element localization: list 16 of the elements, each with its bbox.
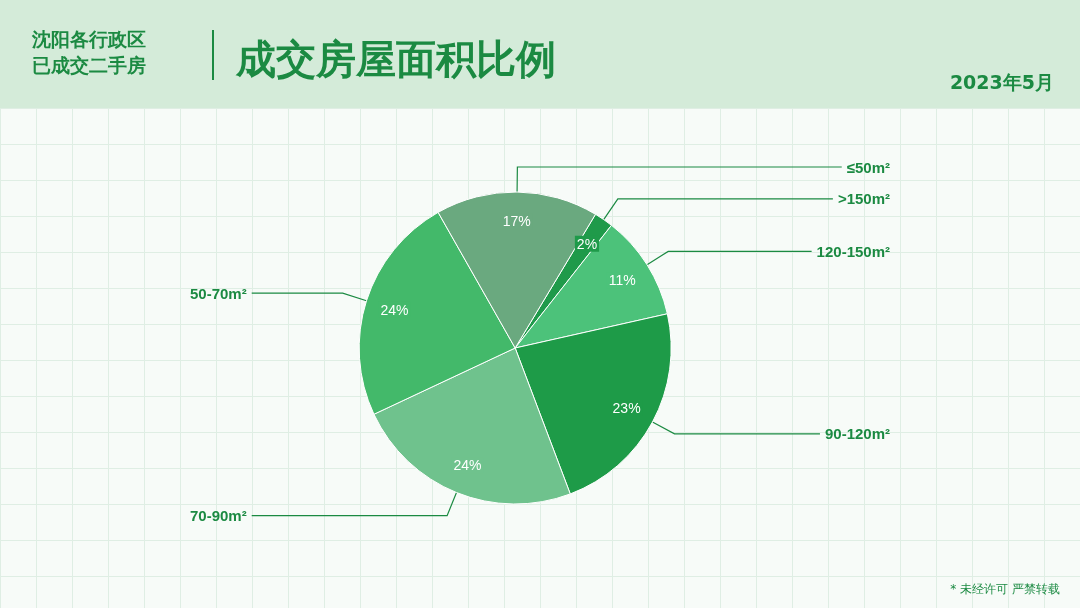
text: 2023年5月 (949, 70, 1054, 95)
slice-label: ≤50m² (846, 158, 890, 176)
data-label: 23% (612, 400, 641, 417)
text: * 未经许可 严禁转载 (950, 581, 1060, 598)
data-label: 24% (380, 301, 409, 318)
slice-label: 90-120m² (824, 425, 890, 443)
data-label: 17% (502, 213, 531, 230)
data-label: 11% (608, 272, 636, 289)
data-label: 2% (576, 235, 598, 252)
slice-label: 70-90m² (190, 507, 247, 525)
slice-label: 50-70m² (190, 284, 247, 302)
chart-subtitle: 沈阳各行政区已成交二手房 (32, 27, 147, 78)
data-label: 24% (453, 457, 482, 474)
slice-label: 120-150m² (816, 242, 890, 260)
slice-label: >150m² (837, 190, 890, 208)
chart-title: 成交房屋面积比例 (236, 35, 556, 84)
